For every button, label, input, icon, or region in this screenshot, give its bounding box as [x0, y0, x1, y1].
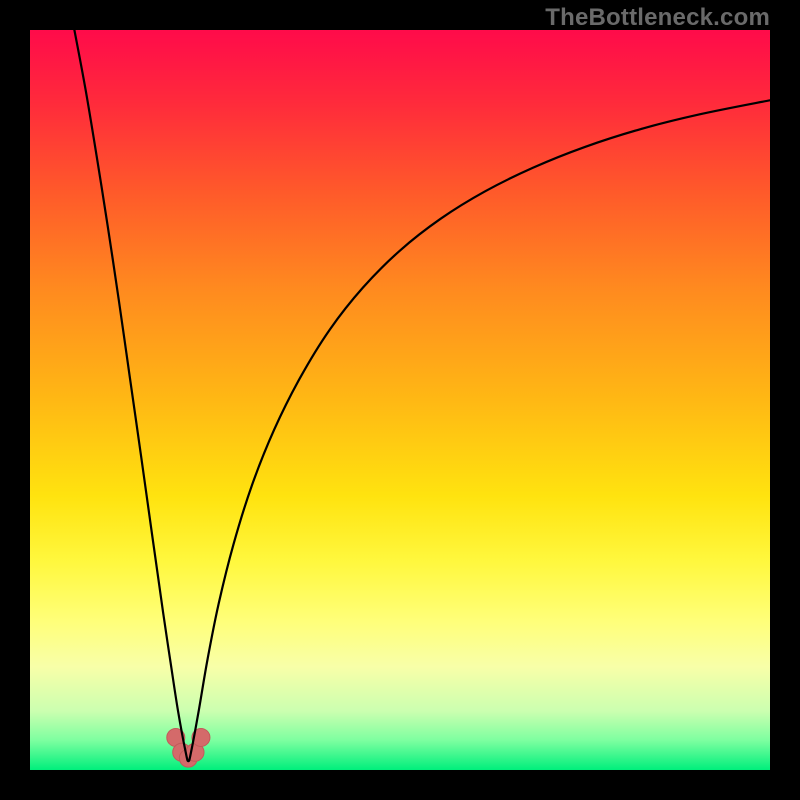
watermark-text: TheBottleneck.com [545, 4, 770, 32]
bottleneck-curve [74, 30, 770, 761]
plot-area [30, 30, 770, 770]
chart-frame: { "watermark": { "text": "TheBottleneck.… [0, 0, 800, 800]
curve-layer [30, 30, 770, 770]
